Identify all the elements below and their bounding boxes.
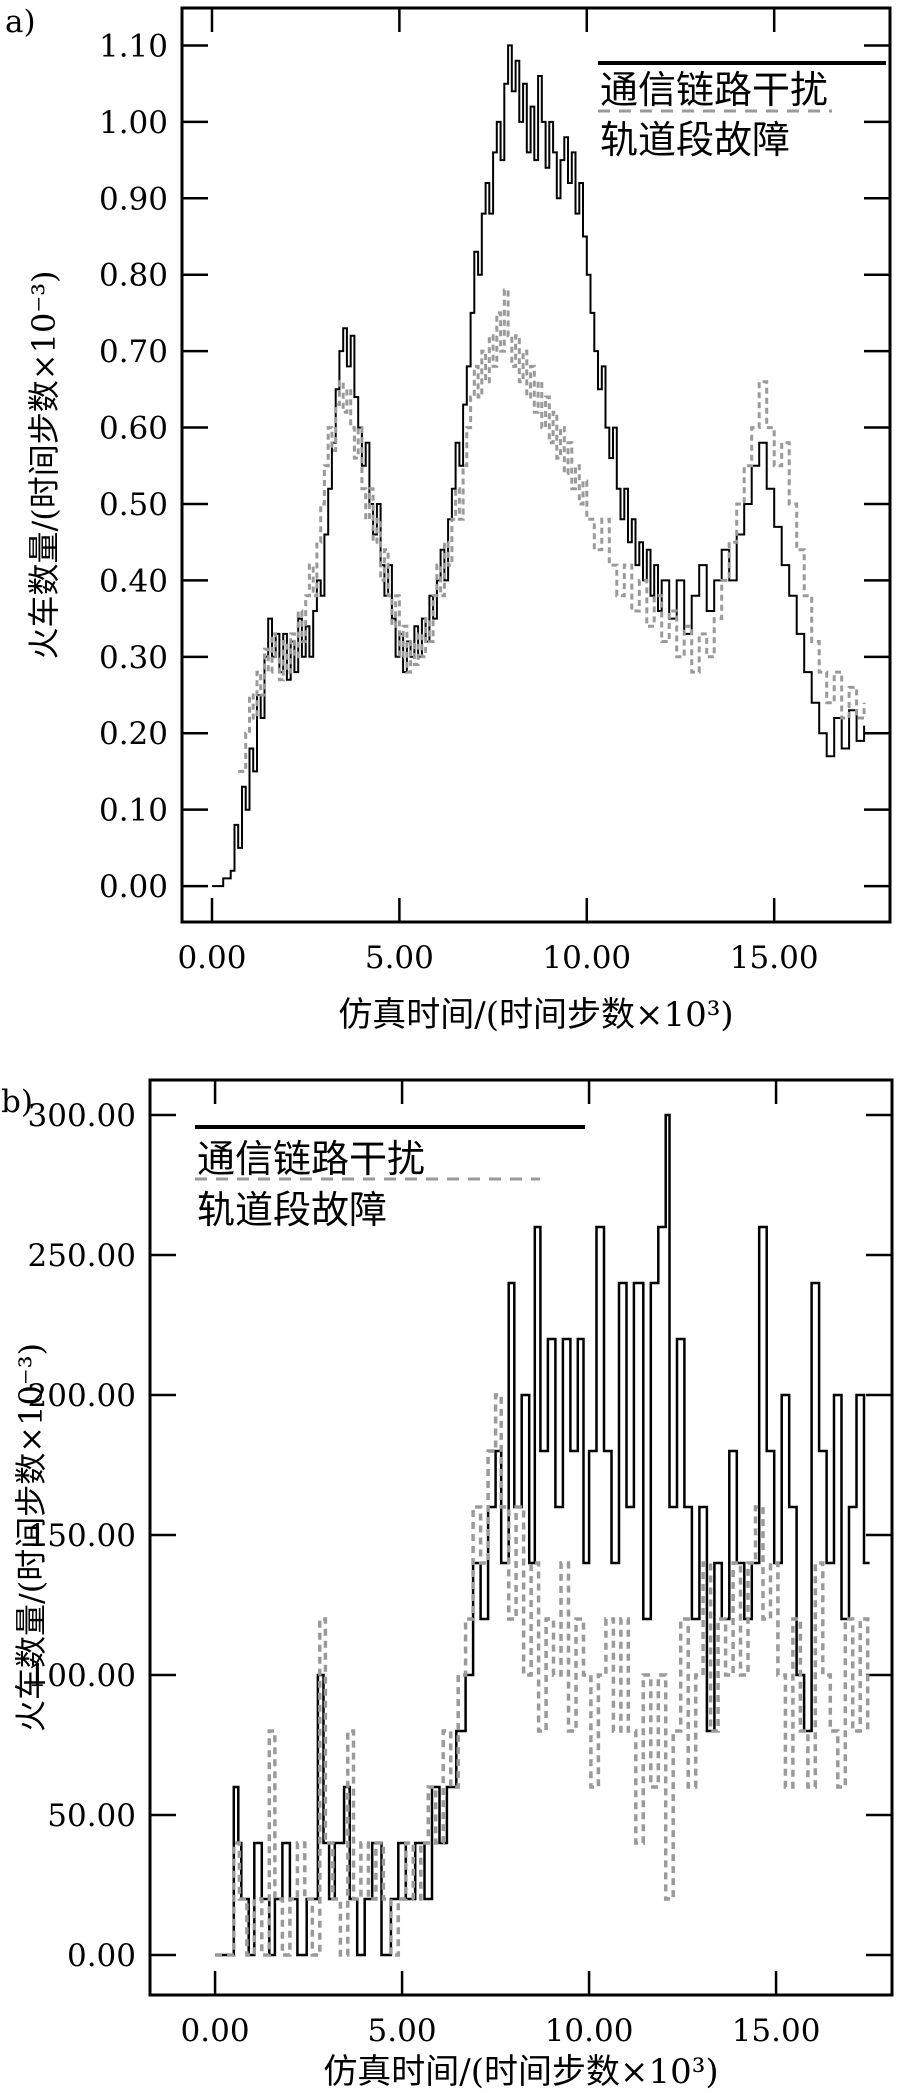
series-b-dashed [215, 1393, 870, 1957]
y-tick-label-a: 0.30 [99, 640, 168, 676]
y-tick-label-a: 1.10 [99, 28, 168, 64]
series-a-solid [212, 44, 866, 888]
legend-label-a-1: 轨道段故障 [600, 118, 790, 162]
x-axis-label-b: 仿真时间/(时间步数×10³) [323, 2052, 718, 2092]
y-tick-label-b: 50.00 [47, 1798, 136, 1834]
x-tick-label-b: 15.00 [732, 2013, 821, 2049]
y-tick-label-a: 0.80 [99, 258, 168, 294]
y-tick-label-a: 0.40 [99, 563, 168, 599]
x-axis-label-a: 仿真时间/(时间步数×10³) [338, 995, 733, 1035]
y-tick-label-b: 250.00 [28, 1238, 136, 1274]
series-b-solid [215, 1113, 870, 1957]
x-tick-label-a: 5.00 [365, 940, 434, 976]
legend-label-b-1: 轨道段故障 [197, 1188, 387, 1232]
x-tick-label-b: 5.00 [368, 2013, 437, 2049]
y-tick-label-a: 0.70 [99, 334, 168, 370]
y-tick-label-b: 0.00 [67, 1938, 136, 1974]
plot-box-a [180, 6, 892, 924]
y-tick-label-b: 200.00 [28, 1378, 136, 1414]
x-tick-label-a: 0.00 [177, 940, 246, 976]
y-tick-label-a: 1.00 [99, 105, 168, 141]
plot-box-b [148, 1078, 894, 1997]
chart-b-canvas: 0.00 5.00 10.00 15.00 0.00 50.00 100.00 150.00 2… [12, 1078, 894, 2092]
x-tick-label-a: 10.00 [542, 940, 631, 976]
y-tick-label-a: 0.50 [99, 487, 168, 523]
y-tick-label-a: 0.00 [99, 869, 168, 905]
y-axis-label-a: 火车数量/(时间步数×10⁻³) [25, 270, 63, 659]
chart-a-canvas: 0.00 5.00 10.00 15.00 0.00 0.10 0.20 0.30 0.40 0.… [25, 6, 892, 1035]
panel-a-label: a) [5, 4, 36, 40]
y-tick-label-b: 100.00 [28, 1658, 136, 1694]
series-a-dashed [238, 288, 866, 773]
y-tick-label-a: 0.90 [99, 181, 168, 217]
y-tick-label-b: 300.00 [28, 1098, 136, 1134]
y-tick-label-a: 0.60 [99, 411, 168, 447]
x-tick-label-b: 0.00 [181, 2013, 250, 2049]
y-tick-label-a: 0.10 [99, 793, 168, 829]
legend-label-a-0: 通信链路干扰 [600, 68, 828, 112]
y-tick-label-b: 150.00 [28, 1518, 136, 1554]
legend-label-b-0: 通信链路干扰 [197, 1137, 425, 1181]
x-tick-label-b: 10.00 [545, 2013, 634, 2049]
x-tick-label-a: 15.00 [730, 940, 819, 976]
panel-b-label: b) [1, 1084, 33, 1120]
y-axis-label-b: 火车数量/(时间步数×10⁻³) [12, 1343, 50, 1732]
y-tick-label-a: 0.20 [99, 716, 168, 752]
